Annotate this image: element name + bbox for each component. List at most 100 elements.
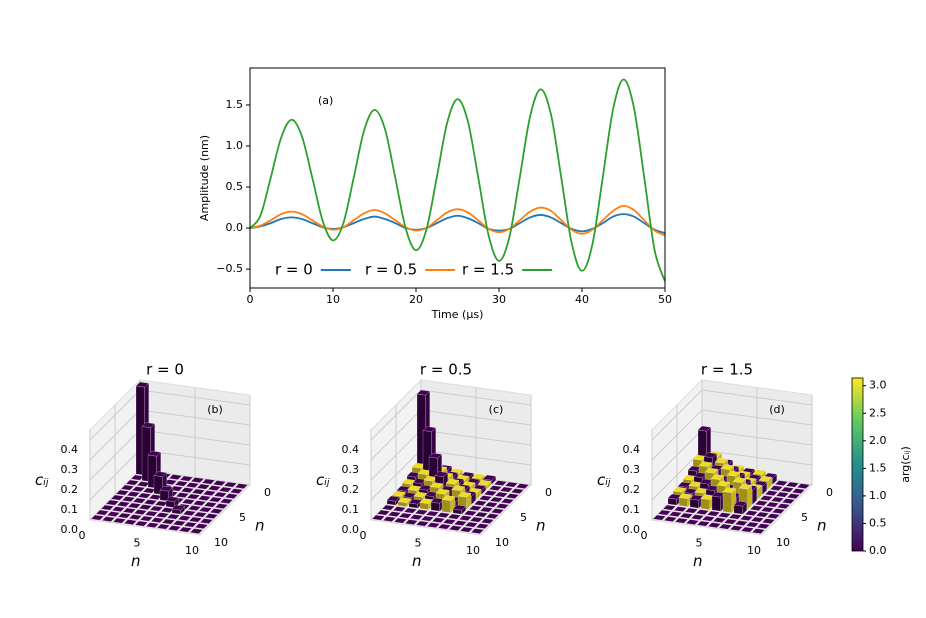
bar-top	[441, 495, 456, 501]
bar-top	[418, 484, 433, 491]
z-tick-label: 0.2	[342, 483, 360, 496]
bar-top	[136, 481, 151, 487]
floor-tile	[684, 507, 699, 514]
floor-tile	[749, 505, 764, 511]
z-tick-label: 0.2	[61, 483, 79, 496]
floor-tile	[212, 480, 227, 486]
colorbar-tick-label: 1.5	[869, 461, 887, 474]
floor-tile	[791, 488, 806, 494]
x-axis-label: Time (μs)	[431, 308, 484, 321]
bar-top	[714, 457, 729, 464]
bar-face	[700, 498, 711, 510]
floor-tile	[484, 501, 499, 508]
floor-tile	[415, 520, 430, 527]
floor-tile	[133, 509, 148, 515]
floor-tile	[464, 521, 479, 528]
floor-tile	[219, 498, 234, 504]
bar-top	[153, 471, 168, 477]
floor-tile	[505, 493, 520, 499]
bar-top	[424, 491, 439, 497]
bar-top	[688, 481, 703, 487]
floor-tile	[122, 507, 137, 514]
floor-tile	[504, 481, 519, 488]
x-tick-label: 40	[575, 293, 589, 306]
colorbar-tick-label: 3.0	[869, 379, 887, 392]
floor-tile	[470, 528, 485, 534]
floor-tile	[751, 528, 766, 534]
x-tick-label: 50	[658, 293, 672, 306]
floor-tile	[188, 516, 203, 523]
floor-tile	[155, 512, 170, 518]
bar-top	[733, 500, 748, 507]
floor-tile	[739, 515, 754, 521]
floor-tile	[668, 511, 683, 517]
floor-tile	[475, 523, 490, 529]
floor-tile	[392, 506, 407, 512]
floor-tile	[774, 480, 789, 486]
floor-tile	[685, 519, 700, 525]
legend-label: r = 0.5	[365, 261, 417, 279]
floor-tile	[775, 491, 790, 498]
bar-top	[694, 487, 709, 494]
bar-top	[408, 498, 423, 505]
floor-tile	[500, 498, 515, 504]
floor-tile	[690, 514, 705, 520]
x-tick-label: 0	[79, 529, 86, 542]
floor-tile	[729, 525, 744, 531]
floor-tile	[765, 501, 780, 508]
floor-tile	[213, 491, 228, 498]
floor-tile	[187, 505, 202, 511]
bar-top	[482, 474, 497, 481]
x-tick-label: 0	[360, 529, 367, 542]
floor-tile	[161, 518, 176, 525]
floor-tile	[193, 511, 208, 518]
y-tick-label: 1.5	[226, 98, 244, 111]
x-tick-label: 0	[641, 529, 648, 542]
floor-tile	[409, 514, 424, 520]
y-tick-label: 0.5	[226, 180, 244, 193]
bar-top	[125, 479, 140, 486]
bar-top	[160, 507, 175, 513]
bar-top	[672, 486, 687, 493]
z-tick-label: 0.0	[623, 523, 641, 536]
bar-top	[758, 475, 773, 482]
z-axis-label: cᵢⱼ	[597, 471, 611, 489]
y-tick-label: 5	[520, 511, 527, 524]
colorbar-tick-label: 2.5	[869, 406, 887, 419]
floor-tile	[223, 481, 238, 488]
x-tick-label: 20	[409, 293, 423, 306]
floor-tile	[760, 506, 775, 513]
floor-tile	[489, 496, 504, 503]
x-axis-label: n	[693, 552, 703, 570]
floor-tile	[156, 523, 171, 530]
floor-tile	[393, 517, 408, 524]
y-axis-label: n	[255, 517, 265, 535]
floor-tile	[712, 517, 727, 523]
bar-top	[171, 504, 186, 511]
x-tick-label: 10	[466, 544, 480, 557]
floor-tile	[144, 510, 159, 517]
floor-tile	[781, 498, 796, 504]
floor-tile	[166, 513, 181, 520]
bar-top	[116, 501, 131, 507]
bar-top	[174, 480, 189, 487]
bar-top	[175, 492, 190, 498]
floor-tile	[420, 515, 435, 522]
series-line	[250, 205, 665, 237]
bar-top	[417, 469, 432, 475]
floor-tile	[189, 528, 204, 534]
bar-top	[191, 488, 206, 495]
floor-tile	[468, 505, 483, 511]
z-tick-label: 0.3	[61, 463, 79, 476]
bar-face	[441, 499, 452, 513]
bar-top	[149, 505, 164, 512]
floor-tile	[198, 506, 213, 513]
floor-tile	[770, 496, 785, 503]
bar-top	[147, 450, 162, 457]
floor-tile	[495, 503, 510, 509]
y-tick-label: 0	[826, 486, 833, 499]
bar-top	[693, 472, 708, 478]
bar-top	[419, 498, 434, 504]
y-tick-label: 0	[264, 486, 271, 499]
